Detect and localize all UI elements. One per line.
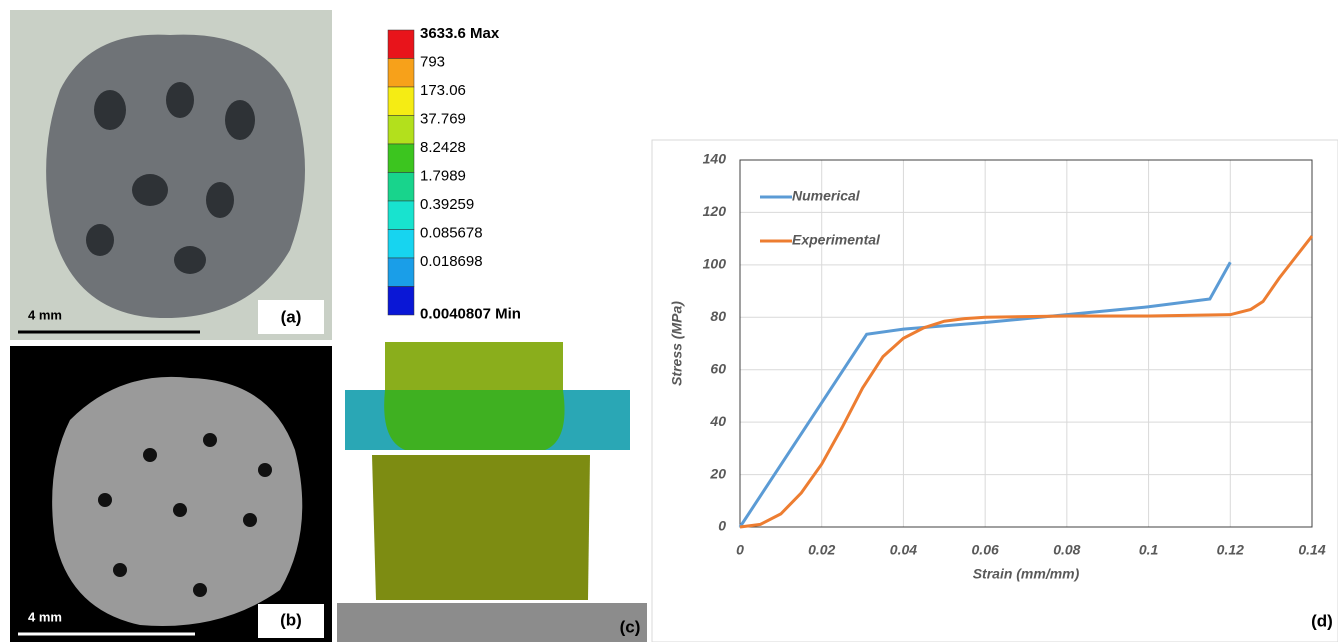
legend-label: 173.06: [420, 82, 466, 99]
legend-label: Numerical: [792, 188, 861, 204]
fea-platen: [385, 342, 563, 390]
legend-label: 0.0040807 Min: [420, 305, 521, 322]
legend-label: 37.769: [420, 110, 466, 127]
scale-label: 4 mm: [28, 307, 62, 322]
panel-label: (a): [281, 307, 302, 326]
panel-label: (c): [620, 617, 641, 636]
y-tick-label: 0: [718, 518, 726, 534]
legend-label: 793: [420, 53, 445, 70]
legend-label: Experimental: [792, 232, 881, 248]
legend-label: 3633.6 Max: [420, 25, 500, 42]
y-tick-label: 140: [703, 151, 727, 167]
panel-label: (d): [1311, 611, 1333, 630]
y-tick-label: 80: [710, 308, 726, 324]
legend-swatch: [388, 87, 414, 116]
legend-swatch: [388, 287, 414, 316]
x-tick-label: 0.1: [1139, 542, 1159, 558]
fea-contact: [384, 390, 564, 450]
legend-swatch: [388, 30, 414, 59]
legend-swatch: [388, 116, 414, 145]
legend-swatch: [388, 201, 414, 230]
y-tick-label: 40: [709, 413, 726, 429]
y-tick-label: 60: [710, 360, 726, 376]
x-tick-label: 0.04: [890, 542, 917, 558]
x-tick-label: 0.02: [808, 542, 835, 558]
legend-swatch: [388, 173, 414, 202]
x-tick-label: 0.14: [1298, 542, 1325, 558]
legend-label: 0.018698: [420, 253, 483, 270]
legend-label: 1.7989: [420, 167, 466, 184]
y-axis-title: Stress (MPa): [669, 301, 685, 386]
x-tick-label: 0.06: [972, 542, 999, 558]
x-tick-label: 0.12: [1217, 542, 1244, 558]
y-tick-label: 120: [703, 203, 727, 219]
y-tick-label: 100: [703, 256, 727, 272]
legend-swatch: [388, 59, 414, 88]
legend-label: 8.2428: [420, 139, 466, 156]
legend-swatch: [388, 258, 414, 287]
x-tick-label: 0.08: [1053, 542, 1080, 558]
legend-label: 0.085678: [420, 224, 483, 241]
y-tick-label: 20: [709, 465, 726, 481]
legend-label: 0.39259: [420, 196, 474, 213]
fea-base: [337, 603, 647, 642]
scaffold-a: [46, 35, 305, 318]
fea-scaffold: [372, 455, 590, 600]
scale-label: 4 mm: [28, 609, 62, 624]
figure: 4 mm (a) 4 mm (b) 3633.6 Max 793 173.06 37.…: [0, 0, 1338, 642]
x-axis-title: Strain (mm/mm): [973, 566, 1080, 582]
scaffold-b: [52, 377, 302, 626]
contour-legend: 3633.6 Max 793 173.06 37.769 8.2428 1.7989 0.3…: [388, 25, 521, 323]
legend-swatch: [388, 144, 414, 173]
x-tick-label: 0: [736, 542, 744, 558]
panel-label: (b): [280, 610, 302, 629]
legend-swatch: [388, 230, 414, 259]
